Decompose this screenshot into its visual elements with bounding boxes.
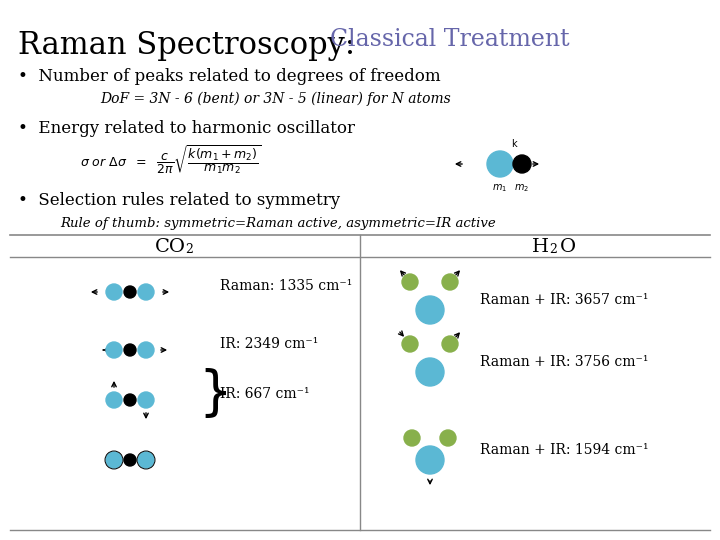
Text: }: } <box>198 368 232 420</box>
Circle shape <box>513 155 531 173</box>
Circle shape <box>106 284 122 300</box>
Circle shape <box>402 274 418 290</box>
Text: Rule of thumb: symmetric=Raman active, asymmetric=IR active: Rule of thumb: symmetric=Raman active, a… <box>60 217 496 230</box>
Text: 2: 2 <box>549 243 557 256</box>
Text: $\sigma\ \mathit{or}\ \Delta\sigma\ \ =\ \ \dfrac{c}{2\pi}\sqrt{\dfrac{k(m_1+m_2: $\sigma\ \mathit{or}\ \Delta\sigma\ \ =\… <box>80 144 261 177</box>
Circle shape <box>124 344 136 356</box>
Text: 2: 2 <box>185 243 193 256</box>
Circle shape <box>124 394 136 406</box>
Circle shape <box>402 336 418 352</box>
Circle shape <box>138 284 154 300</box>
Circle shape <box>487 151 513 177</box>
Circle shape <box>106 392 122 408</box>
Circle shape <box>416 358 444 386</box>
Circle shape <box>442 274 458 290</box>
Text: O: O <box>560 238 576 256</box>
Text: Classical Treatment: Classical Treatment <box>330 28 570 51</box>
Circle shape <box>442 336 458 352</box>
Text: +: + <box>109 452 119 462</box>
Text: •  Selection rules related to symmetry: • Selection rules related to symmetry <box>18 192 340 209</box>
Circle shape <box>124 454 136 466</box>
Text: CO: CO <box>155 238 186 256</box>
Text: Raman: 1335 cm⁻¹: Raman: 1335 cm⁻¹ <box>220 279 352 293</box>
Text: $m_1$: $m_1$ <box>492 182 508 194</box>
Text: Raman Spectroscopy:: Raman Spectroscopy: <box>18 30 355 61</box>
Circle shape <box>106 342 122 358</box>
Text: H: H <box>531 238 549 256</box>
Text: •  Energy related to harmonic oscillator: • Energy related to harmonic oscillator <box>18 120 355 137</box>
Text: DoF = 3N - 6 (bent) or 3N - 5 (linear) for N atoms: DoF = 3N - 6 (bent) or 3N - 5 (linear) f… <box>100 92 451 106</box>
Text: •  Number of peaks related to degrees of freedom: • Number of peaks related to degrees of … <box>18 68 441 85</box>
Text: k: k <box>511 139 517 149</box>
Circle shape <box>106 452 122 468</box>
Circle shape <box>138 342 154 358</box>
Text: −: − <box>140 450 151 463</box>
Text: $m_2$: $m_2$ <box>515 182 529 194</box>
Text: Raman + IR: 3756 cm⁻¹: Raman + IR: 3756 cm⁻¹ <box>480 355 649 369</box>
Circle shape <box>440 430 456 446</box>
Circle shape <box>416 446 444 474</box>
Text: IR: 2349 cm⁻¹: IR: 2349 cm⁻¹ <box>220 337 318 351</box>
Circle shape <box>138 392 154 408</box>
Circle shape <box>138 452 154 468</box>
Text: IR: 667 cm⁻¹: IR: 667 cm⁻¹ <box>220 387 310 401</box>
Circle shape <box>416 296 444 324</box>
Circle shape <box>404 430 420 446</box>
Text: Raman + IR: 1594 cm⁻¹: Raman + IR: 1594 cm⁻¹ <box>480 443 649 457</box>
Circle shape <box>124 286 136 298</box>
Text: Raman + IR: 3657 cm⁻¹: Raman + IR: 3657 cm⁻¹ <box>480 293 649 307</box>
